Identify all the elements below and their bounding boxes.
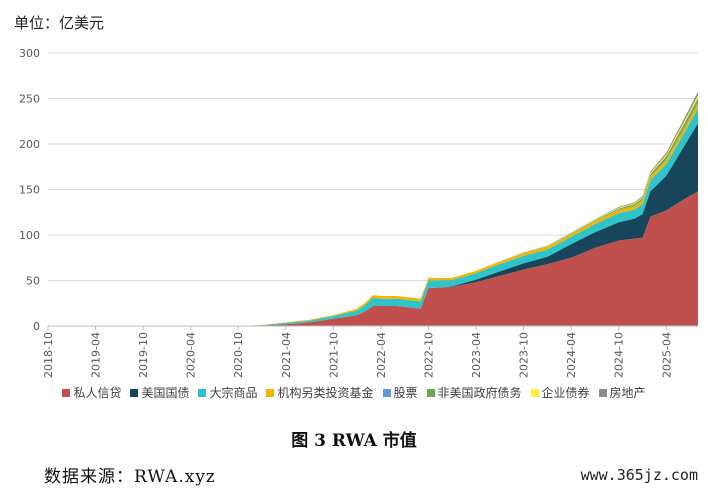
legend-swatch: [62, 388, 71, 397]
x-tick-label: 2024-04: [565, 332, 578, 378]
legend-label: 美国国债: [141, 386, 190, 400]
legend: 私人信贷 美国国债 大宗商品 机构另类投资基金 股票 非美国政府债务 企业债券 房地产: [0, 384, 708, 401]
watermark: www.365jz.com: [580, 466, 698, 484]
y-tick-label: 250: [19, 93, 40, 106]
x-tick-label: 2020-10: [232, 332, 245, 378]
legend-swatch: [426, 388, 435, 397]
stacked-area-chart: 0 50 100 150 200 250 300 2018-10 2019-04 2019-10…: [19, 47, 698, 378]
legend-swatch: [598, 388, 607, 397]
legend-swatch: [530, 388, 539, 397]
area-series: [238, 91, 698, 326]
legend-label: 企业债券: [541, 386, 590, 400]
legend-item: 企业债券: [530, 384, 590, 401]
y-tick-label: 100: [19, 229, 40, 242]
legend-label: 私人信贷: [73, 386, 122, 400]
x-tick-label: 2025-04: [660, 332, 673, 378]
legend-item: 大宗商品: [198, 384, 257, 401]
y-tick-label: 50: [26, 275, 40, 288]
x-tick-labels: 2018-10 2019-04 2019-10 2020-04 2020-10 2021-…: [42, 332, 673, 378]
legend-label: 非美国政府债务: [437, 386, 522, 400]
y-tick-label: 200: [19, 138, 40, 151]
x-tick-label: 2022-10: [422, 332, 435, 378]
x-tick-label: 2021-04: [280, 332, 293, 378]
y-tick-label: 150: [19, 184, 40, 197]
legend-label: 大宗商品: [209, 386, 258, 400]
unit-label: 单位：亿美元: [14, 14, 105, 32]
x-tick-label: 2023-04: [470, 332, 483, 378]
y-tick-labels: 0 50 100 150 200 250 300: [19, 47, 40, 333]
x-tick-label: 2018-10: [42, 332, 55, 378]
legend-item: 股票: [382, 384, 418, 401]
axes: [47, 325, 698, 330]
legend-swatch: [382, 388, 391, 397]
x-tick-label: 2019-04: [90, 332, 103, 378]
legend-swatch: [130, 388, 139, 397]
x-tick-label: 2021-10: [327, 332, 340, 378]
data-source: 数据来源：RWA.xyz: [44, 467, 216, 487]
legend-item: 美国国债: [130, 384, 189, 401]
legend-item: 房地产: [598, 384, 646, 401]
legend-item: 非美国政府债务: [426, 384, 522, 401]
x-tick-label: 2022-04: [375, 332, 388, 378]
legend-label: 机构另类投资基金: [277, 386, 374, 400]
legend-item: 机构另类投资基金: [266, 384, 374, 401]
x-tick-label: 2024-10: [613, 332, 626, 378]
legend-item: 私人信贷: [62, 384, 121, 401]
x-tick-label: 2023-10: [518, 332, 531, 378]
x-tick-label: 2020-04: [185, 332, 198, 378]
x-tick-label: 2019-10: [137, 332, 150, 378]
figure-caption: 图 3 RWA 市值: [291, 431, 417, 451]
area-series-1: [238, 191, 698, 326]
legend-label: 股票: [393, 386, 418, 400]
y-tick-label: 0: [33, 320, 40, 333]
legend-swatch: [198, 388, 207, 397]
legend-swatch: [266, 388, 275, 397]
y-tick-label: 300: [19, 47, 40, 60]
legend-label: 房地产: [609, 386, 646, 400]
